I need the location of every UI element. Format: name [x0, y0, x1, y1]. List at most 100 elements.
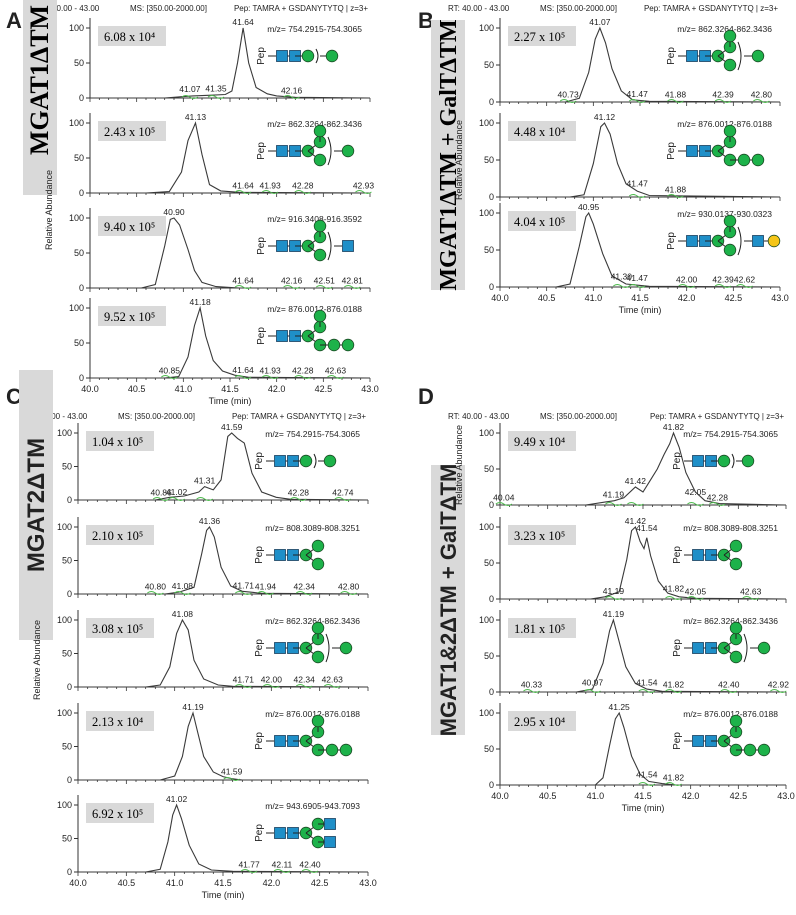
minor-peak-mark: [283, 285, 300, 289]
peak-label: 41.54: [636, 523, 658, 533]
mannose-circle: [339, 641, 353, 655]
glycan-structure: Pep: [666, 124, 765, 167]
pep-label: Pep: [254, 639, 265, 657]
minor-peak-mark: [753, 99, 770, 103]
y-tick-label: 100: [479, 522, 494, 532]
minor-peak-mark: [283, 95, 300, 99]
y-tick-label: 50: [62, 556, 72, 566]
x-axis-label: Time (min): [209, 396, 252, 406]
peak-label: 42.80: [751, 90, 773, 100]
peak-label: 42.63: [325, 366, 347, 376]
peak-label: 40.90: [163, 207, 185, 217]
minor-peak-mark: [295, 684, 313, 688]
mannose-circle: [729, 650, 743, 664]
glycan-structure: Pep: [256, 124, 355, 167]
minor-peak-mark: [235, 684, 252, 688]
minor-peak-mark: [161, 375, 178, 379]
minor-peak-mark: [628, 284, 646, 288]
chromatogram-trace: [90, 217, 370, 289]
y-axis-label: Relative Abundance: [44, 170, 54, 250]
intensity-box: [86, 525, 154, 545]
mannose-circle: [327, 338, 341, 352]
glcnac-square: [324, 818, 336, 830]
intensity-value: 9.52 x 10⁵: [104, 310, 155, 324]
y-tick-label: 50: [74, 153, 84, 163]
y-tick-label: 0: [489, 192, 494, 202]
chromatogram-trace: [78, 432, 369, 501]
peak-label: 41.88: [665, 185, 687, 195]
minor-peak-mark: [234, 190, 252, 194]
glcnac-square: [274, 827, 286, 839]
minor-peak-mark: [174, 591, 191, 595]
intensity-box: [508, 121, 576, 141]
bracket: [327, 136, 332, 166]
mz-range: m/z= 754.2915-754.3065: [265, 429, 360, 439]
mz-range: m/z= 808.3089-808.3251: [265, 523, 360, 533]
minor-peak-mark: [263, 684, 280, 688]
x-tick-label: 42.0: [678, 293, 696, 303]
glcnac-square: [686, 50, 698, 62]
bracket: [743, 633, 748, 663]
x-tick-label: 43.0: [777, 791, 795, 801]
peak-label: 41.64: [232, 181, 254, 191]
y-tick-label: 0: [489, 500, 494, 510]
x-tick-label: 42.5: [311, 878, 329, 888]
chromatogram-trace: [500, 211, 781, 288]
panel-letter: C: [6, 384, 22, 409]
intensity-value: 2.10 x 10⁵: [92, 529, 143, 543]
mz-range: m/z= 808.3089-808.3251: [683, 523, 778, 533]
peak-label: 41.94: [255, 582, 277, 592]
glcnac-square: [276, 240, 288, 252]
peak-label: 40.97: [582, 677, 604, 687]
y-tick-label: 100: [57, 522, 72, 532]
chromatogram-trace: [90, 121, 371, 194]
mz-range: m/z= 943.6905-943.7093: [265, 801, 360, 811]
peak-label: 42.00: [261, 675, 283, 685]
panel-letter: D: [418, 384, 434, 409]
mz-range: m/z= 862.3264-862.3436: [265, 616, 360, 626]
glycan-structure: Pep: [672, 452, 755, 470]
chart-d-3: 0 50 100 40.33 40.97 41.19 41.54 41.82 42.40 42.9…: [479, 609, 789, 697]
minor-peak-mark: [240, 869, 258, 873]
chromatogram-trace: [90, 27, 371, 99]
mannose-circle: [341, 338, 355, 352]
peak-label: 41.93: [259, 366, 281, 376]
chart-a-2: 0 50 100 41.13 41.64 41.93 42.28 42.93 2.43 x 10…: [69, 112, 374, 198]
rt-range: RT: 40.00 - 43.00: [448, 412, 510, 421]
y-axis-label: Relative Abundance: [454, 425, 464, 505]
minor-peak-mark: [257, 591, 274, 595]
glycan-structure: Pep: [672, 714, 771, 757]
glcnac-square: [692, 642, 704, 654]
peak-label: 41.07: [589, 17, 611, 27]
mz-range: m/z= 916.3408-916.3592: [267, 214, 362, 224]
peak-label: 41.18: [189, 297, 211, 307]
peak-label: 42.34: [294, 675, 316, 685]
x-tick-label: 42.5: [730, 791, 748, 801]
x-tick-label: 41.5: [214, 878, 232, 888]
intensity-value: 6.92 x 10⁵: [92, 807, 143, 821]
rt-range: RT: 40.00 - 43.00: [38, 4, 100, 13]
y-tick-label: 100: [69, 303, 84, 313]
y-tick-label: 100: [479, 118, 494, 128]
mannose-circle: [341, 144, 355, 158]
side-label-box: [431, 465, 465, 735]
minor-peak-mark: [628, 99, 646, 103]
minor-peak-mark: [301, 869, 319, 873]
peak-label: 41.54: [636, 677, 658, 687]
peptide-label: Pep: TAMRA + GSDANYTYTQ | z=3+: [234, 4, 368, 13]
minor-peak-mark: [605, 596, 622, 600]
minor-peak-mark: [495, 502, 513, 506]
chromatogram-trace: [500, 711, 786, 786]
peak-label: 42.51: [314, 276, 336, 286]
y-tick-label: 100: [57, 708, 72, 718]
peak-label: 41.36: [199, 516, 221, 526]
panel-c: C RT: 40.00 - 43.00 MS: [350.00-2000.00] Pe…: [6, 370, 377, 900]
mannose-circle: [311, 621, 325, 635]
intensity-box: [98, 26, 166, 46]
y-tick-label: 50: [484, 60, 494, 70]
minor-peak-mark: [343, 285, 361, 289]
panel-d: D RT: 40.00 - 43.00 MS: [350.00-2000.00] Pe…: [418, 384, 795, 813]
mz-range: m/z= 876.0012-876.0188: [267, 304, 362, 314]
